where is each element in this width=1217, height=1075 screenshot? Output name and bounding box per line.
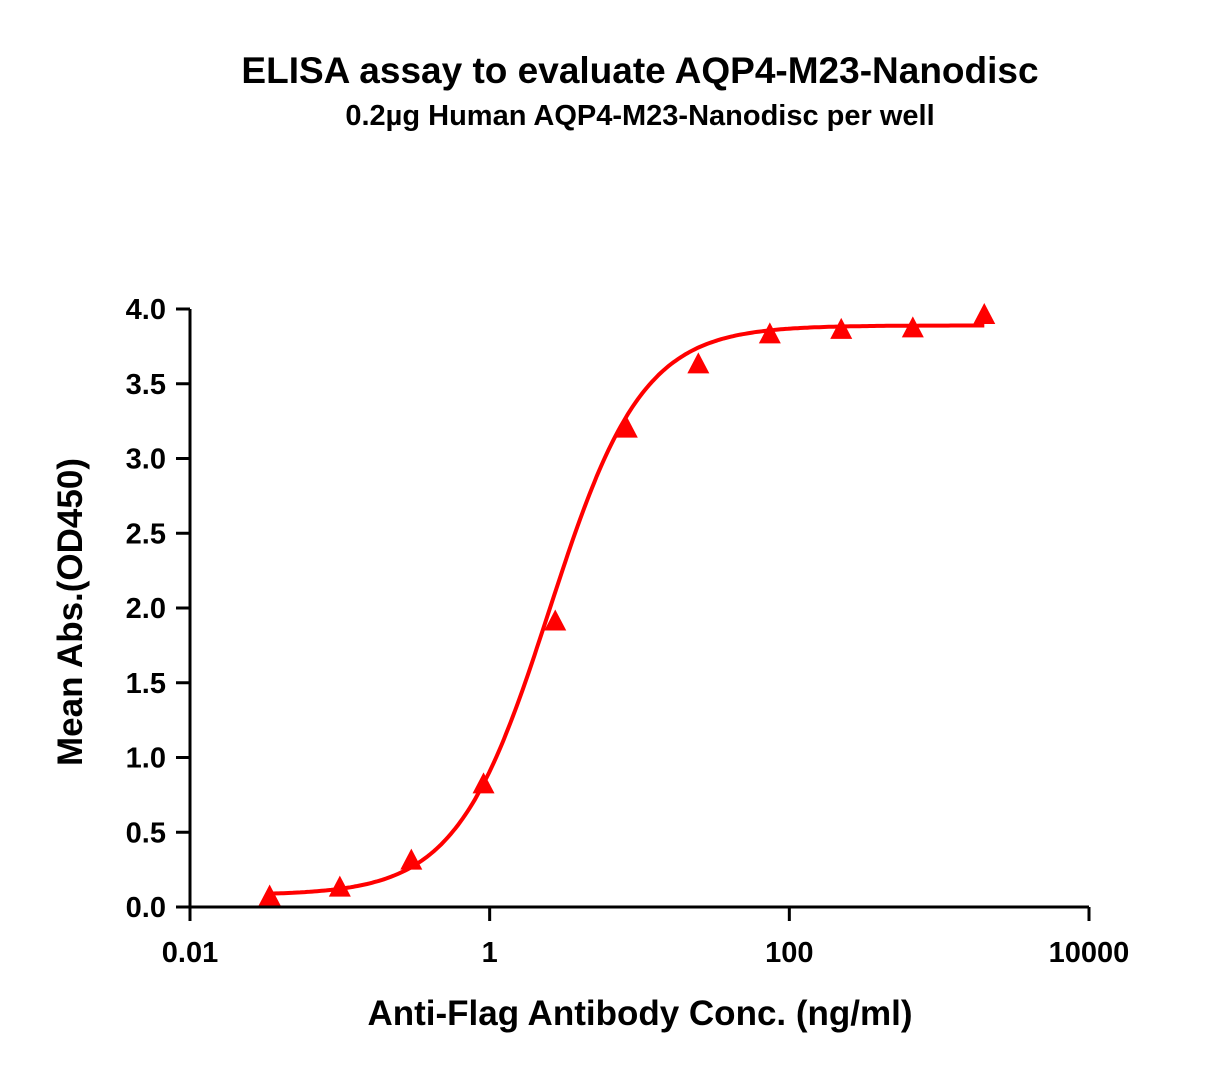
data-point-triangle xyxy=(258,884,281,906)
y-tick-label: 3.0 xyxy=(126,444,166,476)
data-point-triangle xyxy=(615,416,638,438)
y-tick-label: 1.0 xyxy=(126,743,166,775)
x-tick-label: 100 xyxy=(765,937,813,969)
x-axis-label: Anti-Flag Antibody Conc. (ng/ml) xyxy=(367,994,912,1033)
data-point-triangle xyxy=(901,316,924,338)
x-tick-label: 10000 xyxy=(1049,937,1130,969)
chart-title: ELISA assay to evaluate AQP4-M23-Nanodis… xyxy=(241,50,1039,91)
y-tick-label: 4.0 xyxy=(126,294,166,326)
data-point-triangle xyxy=(472,772,495,794)
data-point-triangle xyxy=(830,317,853,339)
y-tick-label: 1.5 xyxy=(126,668,166,700)
y-tick-label: 3.5 xyxy=(126,369,166,401)
y-tick-label: 2.0 xyxy=(126,593,166,625)
x-tick-label: 0.01 xyxy=(162,937,218,969)
data-point-triangle xyxy=(758,322,781,344)
data-point-triangle xyxy=(400,848,423,870)
data-point-triangle xyxy=(687,352,710,374)
data-point-triangle xyxy=(973,302,996,324)
data-point-triangle xyxy=(544,609,567,631)
x-tick-label: 1 xyxy=(482,937,498,969)
y-tick-label: 2.5 xyxy=(126,518,166,550)
y-axis-label: Mean Abs.(OD450) xyxy=(51,458,90,766)
chart-subtitle: 0.2µg Human AQP4-M23-Nanodisc per well xyxy=(345,100,935,132)
y-tick-label: 0.0 xyxy=(126,892,166,924)
fit-curve xyxy=(266,323,985,896)
y-tick-label: 0.5 xyxy=(126,817,166,849)
data-point-triangle xyxy=(328,875,351,897)
